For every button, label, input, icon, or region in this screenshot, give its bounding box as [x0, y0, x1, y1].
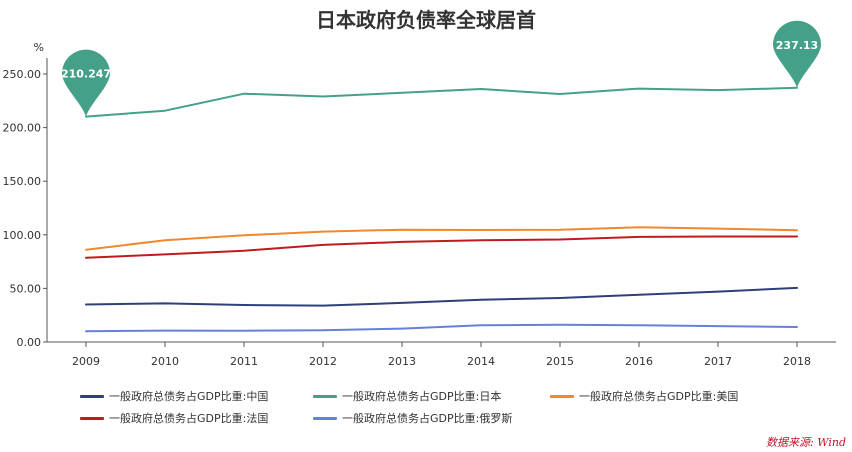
x-tick-label: 2010	[151, 355, 179, 368]
chart-title: 日本政府负债率全球居首	[316, 8, 536, 32]
pin-label: 237.13	[776, 39, 818, 52]
series-line	[85, 286, 798, 307]
legend-item[interactable]: 一般政府总债务占GDP比重:法国	[80, 410, 268, 426]
legend-swatch	[80, 394, 104, 398]
source-note: 数据来源: Wind	[766, 436, 846, 449]
series-lines	[85, 86, 798, 333]
x-tick-label: 2018	[783, 355, 811, 368]
y-tick-label: 50.00	[10, 282, 42, 295]
legend-swatch	[313, 416, 337, 420]
pin-label: 210.247	[61, 68, 111, 81]
x-tick-label: 2017	[704, 355, 732, 368]
max-min-pin	[62, 49, 110, 117]
legend-item[interactable]: 一般政府总债务占GDP比重:日本	[313, 388, 501, 404]
legend-label: 一般政府总债务占GDP比重:俄罗斯	[342, 412, 513, 425]
y-axis-unit: %	[34, 41, 44, 54]
x-tick-label: 2009	[72, 355, 100, 368]
y-tick-label: 150.00	[3, 175, 42, 188]
legend-label: 一般政府总债务占GDP比重:法国	[109, 412, 269, 425]
series-line	[85, 235, 798, 259]
legend-item[interactable]: 一般政府总债务占GDP比重:美国	[550, 388, 738, 404]
max-min-pin	[773, 20, 821, 88]
x-tick-label: 2015	[546, 355, 574, 368]
legend-label: 一般政府总债务占GDP比重:日本	[342, 390, 502, 403]
y-tick-label: 250.00	[3, 68, 42, 81]
legend-label: 一般政府总债务占GDP比重:美国	[579, 390, 739, 403]
y-tick-label: 0.00	[17, 336, 42, 349]
max-min-pins: 210.247 237.13	[61, 20, 821, 117]
axes: % 0.00 50.00 100.00 150.00 200.00 250.00 2009 20…	[3, 41, 836, 368]
series-line	[85, 86, 798, 118]
legend-label: 一般政府总债务占GDP比重:中国	[109, 390, 269, 403]
legend-item[interactable]: 一般政府总债务占GDP比重:俄罗斯	[313, 410, 512, 426]
x-tick-label: 2013	[388, 355, 416, 368]
x-tick-label: 2012	[309, 355, 337, 368]
legend-swatch	[313, 394, 337, 398]
legend-swatch	[80, 416, 104, 420]
legend-item[interactable]: 一般政府总债务占GDP比重:中国	[80, 388, 268, 404]
x-tick-label: 2016	[625, 355, 653, 368]
y-tick-label: 200.00	[3, 122, 42, 135]
x-tick-label: 2011	[230, 355, 258, 368]
y-tick-label: 100.00	[3, 229, 42, 242]
series-line	[85, 226, 798, 251]
x-tick-label: 2014	[467, 355, 495, 368]
series-line	[85, 323, 798, 333]
legend-swatch	[550, 394, 574, 398]
